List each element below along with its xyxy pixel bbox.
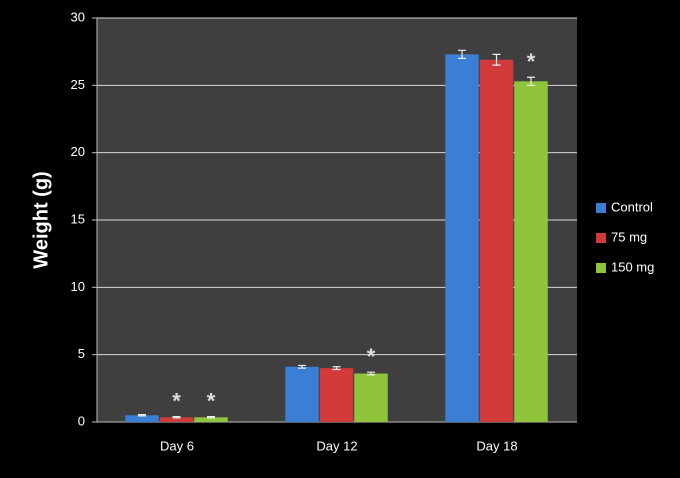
y-tick-label: 15 (71, 211, 85, 226)
y-axis-label: Weight (g) (30, 171, 52, 268)
error-bar (207, 416, 215, 419)
legend-swatch (596, 203, 606, 213)
legend-swatch (596, 263, 606, 273)
y-tick-label: 20 (71, 144, 85, 159)
y-tick-label: 0 (78, 413, 85, 428)
legend-label: 75 mg (611, 229, 647, 244)
x-tick-label: Day 12 (316, 438, 357, 453)
error-bar (298, 364, 306, 369)
bar (445, 54, 479, 423)
annotation: * (527, 49, 536, 74)
annotation: * (367, 344, 376, 369)
legend-swatch (596, 233, 606, 243)
legend-label: 150 mg (611, 259, 654, 274)
bar (194, 417, 228, 422)
annotation: * (172, 388, 181, 413)
bar (125, 415, 159, 422)
error-bar (458, 49, 466, 59)
y-tick-label: 10 (71, 279, 85, 294)
bar (514, 81, 548, 422)
error-bar (172, 416, 181, 419)
x-tick-label: Day 6 (160, 438, 194, 453)
error-bar (492, 53, 501, 66)
bar (319, 368, 354, 422)
error-bar (138, 413, 146, 417)
error-bar (367, 371, 375, 376)
y-tick-label: 25 (71, 77, 85, 92)
bar (159, 417, 194, 422)
y-tick-label: 5 (78, 346, 85, 361)
y-tick-label: 30 (71, 9, 85, 24)
bar (354, 373, 388, 422)
annotation: * (207, 388, 216, 413)
error-bar (332, 366, 341, 371)
bar (285, 366, 319, 422)
bar (479, 59, 514, 422)
error-bar (527, 76, 535, 86)
legend-label: Control (611, 199, 653, 214)
x-tick-label: Day 18 (476, 438, 517, 453)
